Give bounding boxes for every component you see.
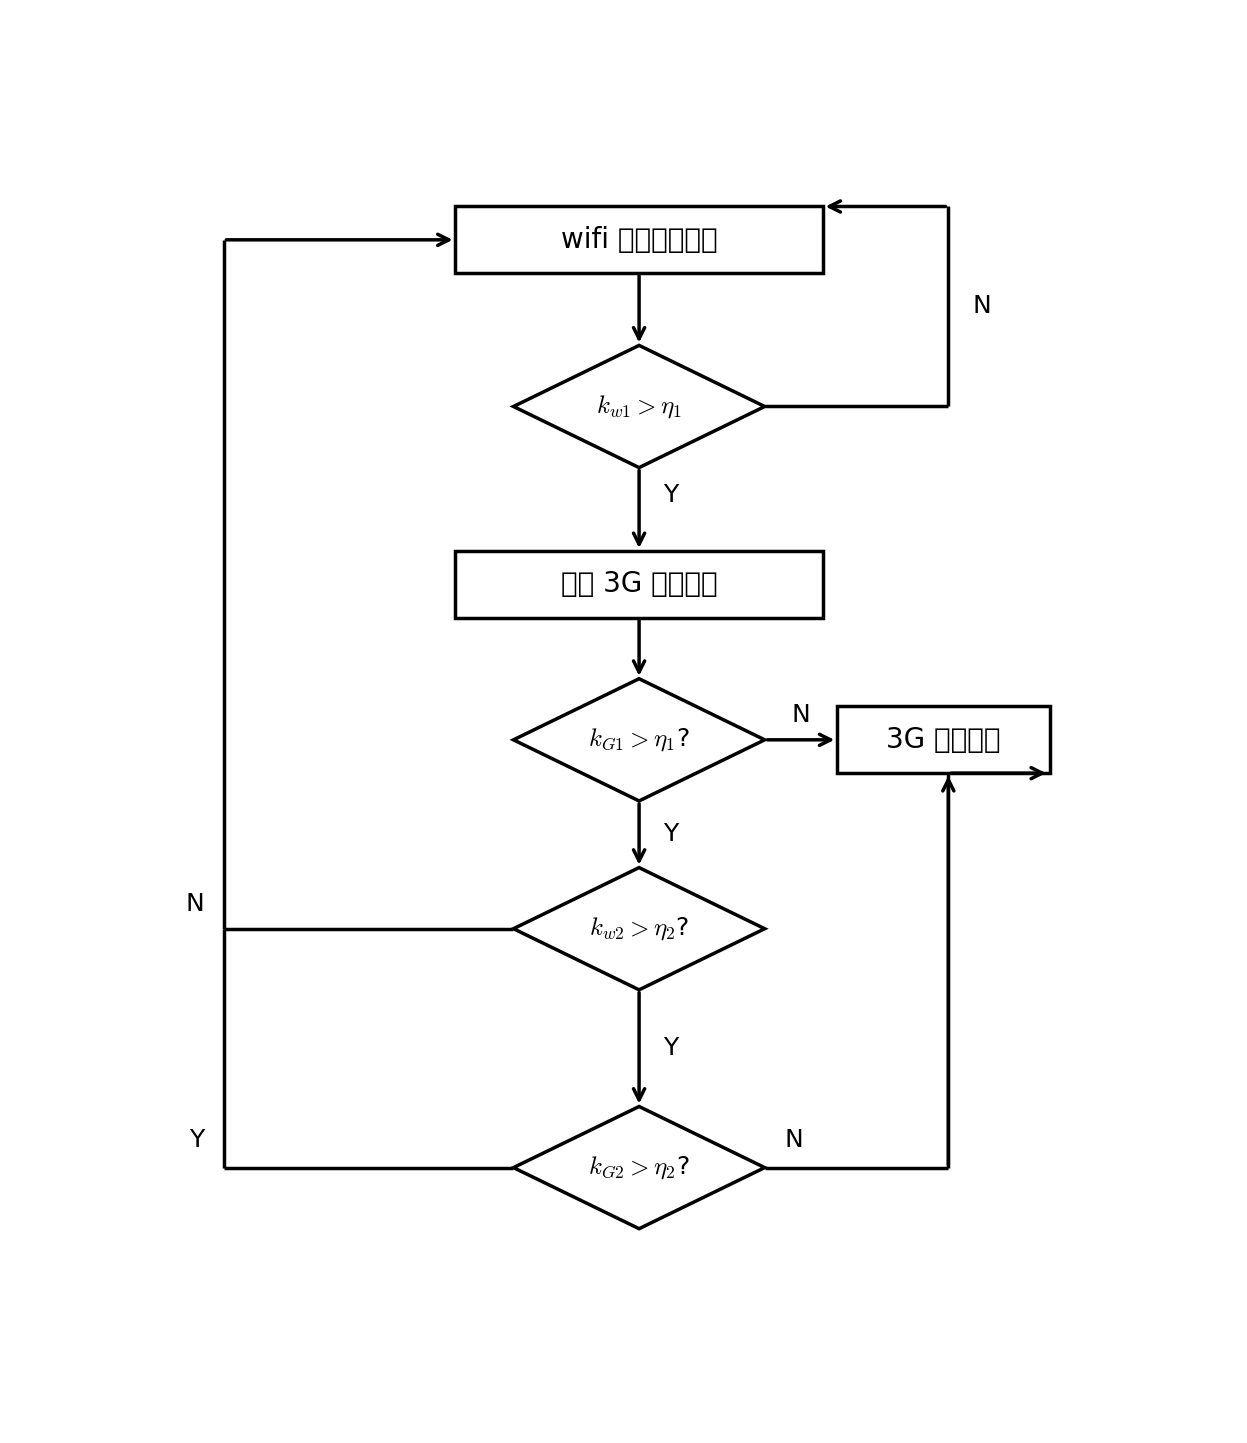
Text: 3G 模式通信: 3G 模式通信 [887, 726, 1001, 753]
Text: N: N [973, 294, 991, 319]
Polygon shape [514, 345, 764, 468]
Text: 进入 3G 模式测试: 进入 3G 模式测试 [561, 570, 717, 599]
Bar [455, 206, 823, 273]
Polygon shape [514, 867, 764, 990]
Text: Y: Y [663, 823, 678, 846]
Polygon shape [514, 678, 764, 801]
Text: Y: Y [663, 483, 678, 508]
Text: Y: Y [663, 1036, 678, 1061]
Text: $k_{G2}>\eta_2$?: $k_{G2}>\eta_2$? [589, 1154, 690, 1180]
Text: N: N [792, 703, 811, 727]
Bar [837, 707, 1050, 773]
Text: $k_{w1}>\eta_1$: $k_{w1}>\eta_1$ [596, 392, 682, 420]
Text: $k_{w2}>\eta_2$?: $k_{w2}>\eta_2$? [589, 915, 690, 942]
Text: Y: Y [190, 1128, 205, 1152]
Text: N: N [784, 1128, 803, 1152]
Polygon shape [514, 1107, 764, 1229]
Bar [455, 551, 823, 618]
Text: $k_{G1}>\eta_1$?: $k_{G1}>\eta_1$? [589, 726, 690, 753]
Text: wifi 模式正常通信: wifi 模式正常通信 [561, 225, 717, 254]
Text: N: N [186, 892, 205, 916]
